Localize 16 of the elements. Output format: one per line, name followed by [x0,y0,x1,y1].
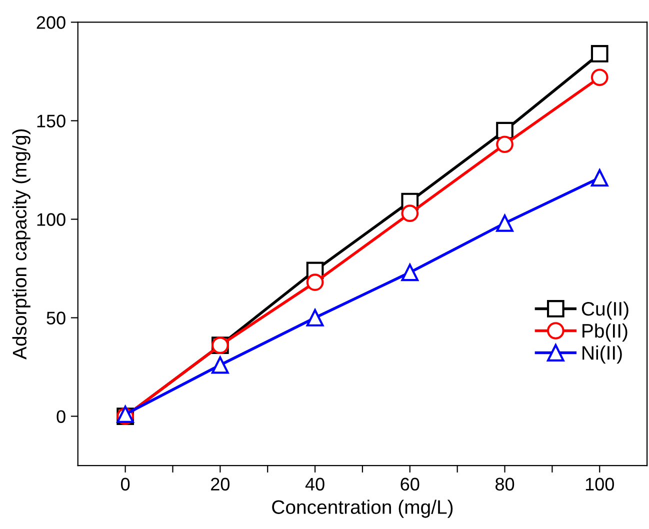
legend-label: Cu(II) [582,301,628,320]
y-axis-title: Adsorption capacity (mg/g) [12,129,30,360]
legend-label: Ni(II) [582,345,622,364]
y-tick-label: 50 [46,312,66,324]
x-tick-label: 80 [496,478,514,491]
x-tick-label: 20 [211,478,230,491]
y-tick-label: 0 [56,410,66,423]
x-tick-label: 100 [586,478,614,491]
legend-label: Pb(II) [582,323,628,342]
x-tick-label: 0 [120,478,130,491]
x-tick-label: 40 [305,478,324,491]
y-tick-label: 200 [36,16,66,29]
x-tick-label: 60 [400,478,420,491]
x-axis-title: Concentration (mg/L) [272,500,453,518]
y-tick-label: 150 [37,114,66,128]
y-tick-label: 100 [37,213,66,226]
